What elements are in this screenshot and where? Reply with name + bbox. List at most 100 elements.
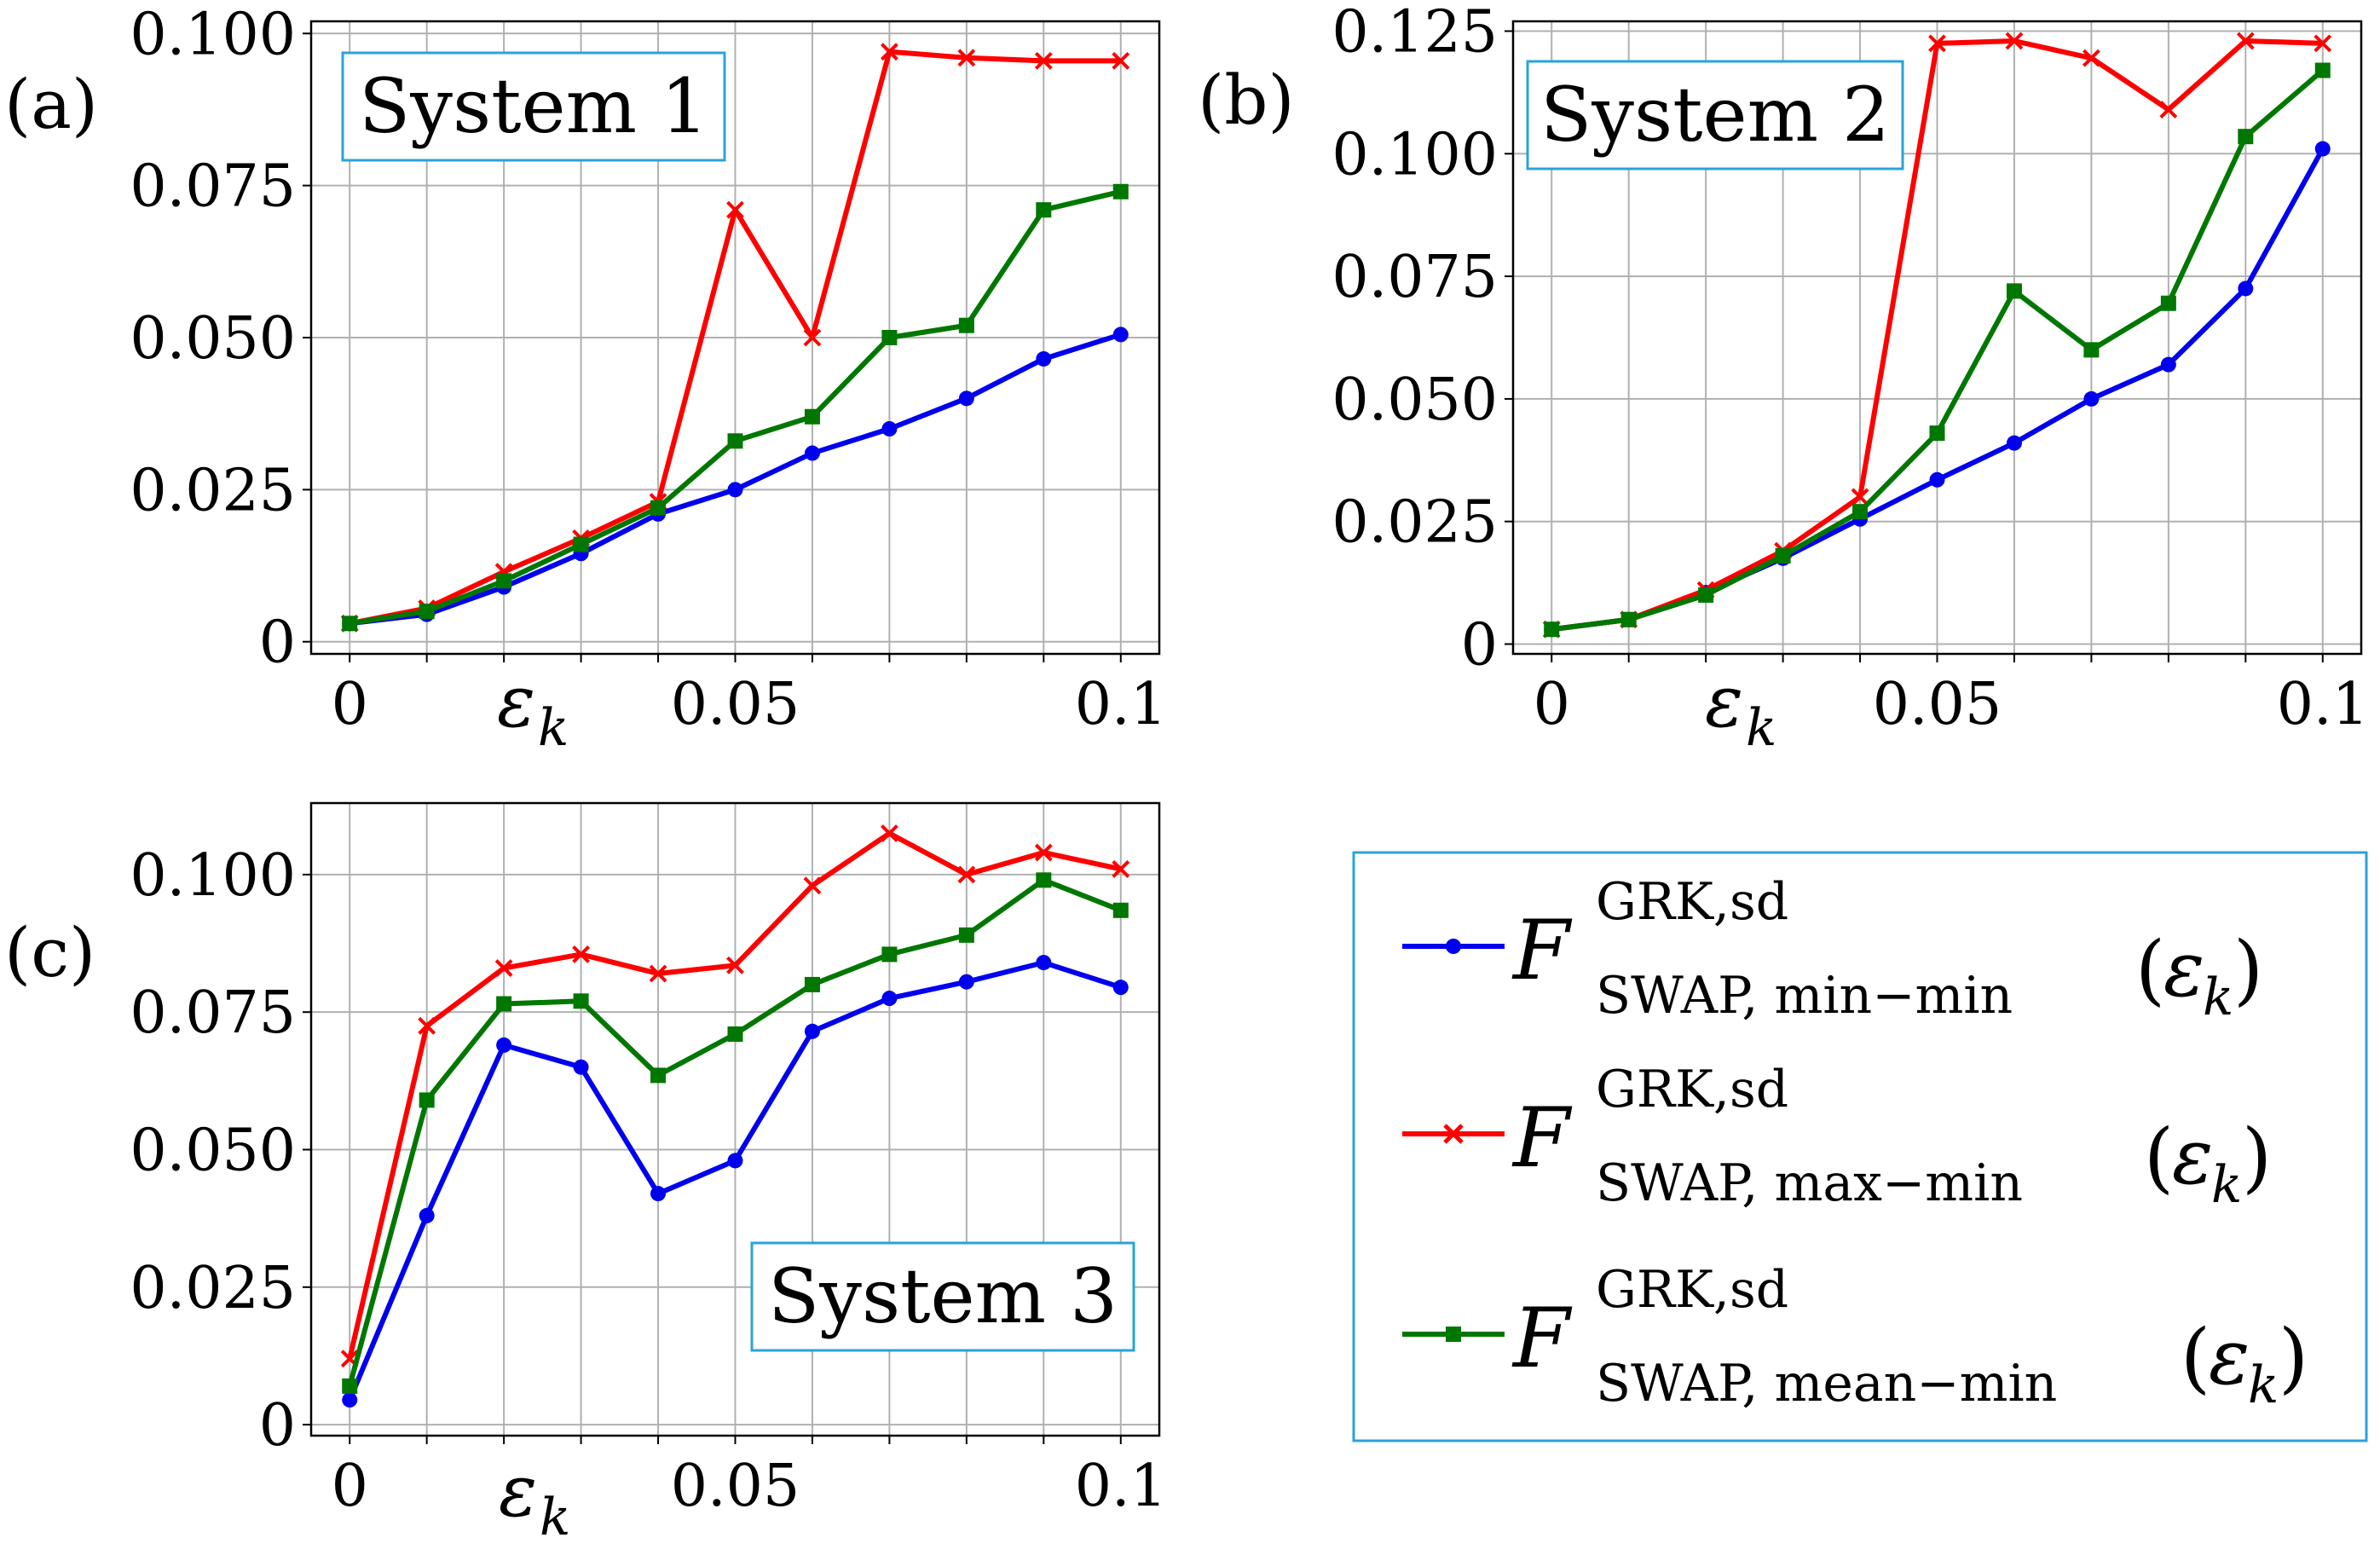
panel-system-2: 0 0.05 0.1 0 0.025 0.050 0.075 0.100 0.125 ε k (b) S… [1198, 0, 2369, 758]
x-tick-label: 0 [1534, 671, 1570, 738]
x-tick-label: 0.05 [671, 1453, 800, 1520]
data-point-max-min [1851, 488, 1869, 506]
x-axis-label-subscript: k [540, 1488, 570, 1547]
data-point-mean-min [2160, 295, 2176, 311]
data-point-mean-min [1544, 621, 1560, 638]
x-tick-label: 0.05 [671, 671, 800, 738]
data-point-max-min [2314, 34, 2332, 53]
series-mean-min [342, 183, 1129, 632]
data-point-min-min [881, 421, 898, 437]
data-point-mean-min [1036, 872, 1052, 888]
y-tick-label: 0.100 [130, 1, 296, 68]
data-point-max-min [2082, 49, 2100, 67]
data-point-min-min [573, 1059, 589, 1075]
data-point-mean-min [2314, 62, 2331, 78]
data-point-min-min [2238, 280, 2254, 297]
data-point-min-min [2083, 390, 2100, 407]
data-point-min-min [1929, 471, 1945, 488]
data-point-max-min [1112, 51, 1130, 70]
data-point-mean-min [342, 616, 358, 632]
data-point-min-min [1112, 980, 1129, 996]
data-point-mean-min [496, 996, 512, 1012]
title-box [1526, 60, 1904, 171]
legend-close-paren-mean-min: ) [2279, 1313, 2308, 1402]
data-point-mean-min [1112, 183, 1129, 199]
data-point-mean-min [1852, 504, 1869, 520]
x-tick-label: 0 [332, 671, 368, 738]
legend-open-paren-min-min: ( [2135, 925, 2165, 1015]
chart-title: System 3 [768, 1252, 1118, 1340]
data-point-mean-min [2238, 129, 2254, 145]
data-point-mean-min [881, 946, 898, 962]
data-point-mean-min [2006, 283, 2022, 299]
y-tick-label: 0.050 [130, 1117, 296, 1184]
data-point-mean-min [650, 1067, 667, 1084]
legend-argument-sub-mean-min: k [2248, 1356, 2279, 1415]
data-point-min-min [727, 482, 743, 498]
data-point-mean-min [573, 993, 589, 1009]
data-point-max-min [726, 956, 744, 974]
data-point-max-min [572, 945, 591, 963]
data-point-mean-min [881, 330, 898, 345]
data-point-max-min [957, 49, 976, 67]
legend-close-paren-max-min: ) [2242, 1113, 2272, 1202]
legend-argument-sub-max-min: k [2211, 1155, 2242, 1215]
data-point-mean-min [804, 408, 820, 425]
data-point-mean-min [1929, 425, 1945, 442]
data-point-max-min [1112, 860, 1130, 878]
data-point-max-min [803, 876, 822, 895]
legend-subscript-min-min: SWAP, min−min [1596, 966, 2013, 1026]
data-point-min-min [419, 1207, 435, 1223]
y-tick-label: 0.050 [1332, 367, 1498, 434]
y-tick-label: 0.075 [130, 980, 296, 1047]
data-point-min-min [804, 445, 820, 461]
data-point-min-min [496, 1037, 512, 1053]
legend-symbol-max-min: F [1511, 1090, 1573, 1186]
legend-superscript-min-min: GRK,sd [1596, 872, 1788, 932]
legend-argument-sub-min-min: k [2203, 968, 2233, 1027]
data-point-min-min [2006, 435, 2022, 451]
data-point-min-min [2314, 141, 2331, 157]
data-point-max-min [803, 328, 822, 347]
data-point-min-min [650, 1186, 667, 1202]
y-tick-label: 0.075 [1332, 244, 1498, 311]
data-point-mean-min [727, 433, 743, 449]
data-point-min-min [1036, 955, 1052, 971]
data-point-max-min [2159, 101, 2178, 119]
data-point-mean-min [1036, 202, 1052, 218]
data-point-mean-min [496, 573, 512, 589]
x-tick-label: 0.1 [2277, 671, 2369, 738]
legend-subscript-mean-min: SWAP, mean−min [1596, 1354, 2057, 1413]
legend-open-paren-max-min: ( [2144, 1113, 2174, 1202]
y-tick-label: 0.025 [130, 1255, 296, 1322]
x-tick-label: 0 [332, 1453, 368, 1520]
legend-superscript-max-min: GRK,sd [1596, 1060, 1788, 1119]
series-min-min [342, 955, 1129, 1408]
chart-title: System 2 [1540, 71, 1890, 159]
panel-system-1: 0 0.05 0.1 0 0.025 0.050 0.075 0.100 ε k (a) System… [4, 1, 1167, 758]
data-point-max-min [649, 964, 667, 983]
data-point-max-min [1034, 51, 1053, 70]
data-point-max-min [494, 959, 513, 977]
data-point-mean-min [342, 1378, 358, 1394]
data-point-max-min [2005, 32, 2024, 50]
x-tick-label: 0.05 [1873, 671, 2002, 738]
x-axis-label: ε [499, 1449, 537, 1533]
legend-frame [1352, 851, 2368, 1442]
y-tick-label: 0.100 [130, 842, 296, 910]
title-box [341, 51, 726, 162]
data-point-mean-min [419, 604, 435, 620]
data-point-min-min [1112, 327, 1129, 343]
data-point-max-min [880, 824, 898, 842]
data-point-mean-min [958, 317, 974, 333]
y-tick-label: 0 [259, 1392, 296, 1460]
data-point-mean-min [573, 536, 589, 552]
x-tick-label: 0.1 [1075, 1453, 1167, 1520]
x-axis-label-subscript: k [538, 698, 569, 758]
series-max-min [340, 824, 1130, 1368]
x-axis-label: ε [497, 660, 535, 743]
data-point-max-min [2236, 32, 2255, 50]
data-point-min-min [958, 974, 974, 990]
legend-subscript-max-min: SWAP, max−min [1596, 1153, 2023, 1213]
